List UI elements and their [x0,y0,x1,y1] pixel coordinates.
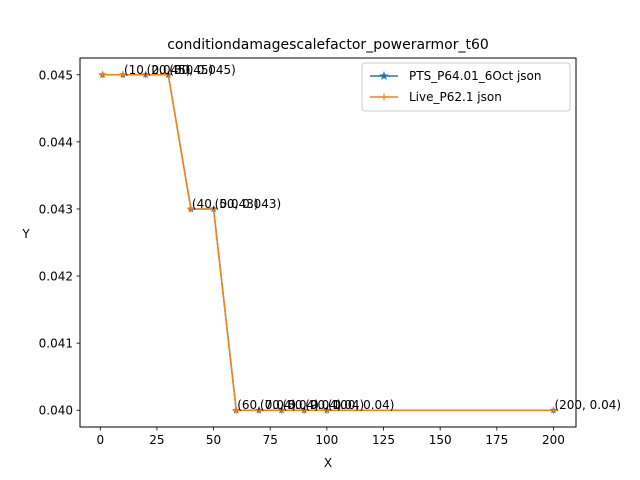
x-tick-label: 25 [149,433,164,447]
point-label: (20, 0.045) [147,63,214,77]
data-point [232,406,240,414]
point-label: (30, 0.045) [169,63,236,77]
axis-layer: 0 25 50 75 100 125 150 175 200 0.040 0.041 0.042 0.0… [39,68,565,447]
legend-marker-live [380,93,388,101]
plot-frame [79,57,577,428]
x-tick-label: 150 [429,433,452,447]
point-label: (80, 0.04) [283,398,342,412]
point-label-layer: (10, 0.045)(20, 0.045)(30, 0.045) (40, 0.… [124,63,621,412]
data-point [210,205,218,213]
data-point [142,71,150,79]
legend-label-pts: PTS_P64.01_6Oct json [409,69,542,83]
legend-marker-pts [379,70,389,81]
x-tick-label: 0 [96,433,104,447]
y-tick-label: 0.045 [39,68,73,82]
point-label: (70, 0.04) [260,398,319,412]
x-tick-label: 50 [206,433,221,447]
data-point [119,71,127,79]
x-tick-label: 75 [263,433,278,447]
plot-area [80,58,576,427]
x-tick-label: 125 [372,433,395,447]
y-tick-label: 0.041 [39,337,73,351]
data-point [278,406,286,414]
data-point [323,406,331,414]
legend: PTS_P64.01_6Oct json Live_P62.1 json [361,62,571,112]
y-tick-label: 0.042 [39,270,73,284]
legend-box [361,62,571,112]
series-line-live [102,74,554,411]
y-axis-title: Y [21,227,30,241]
legend-label-live: Live_P62.1 json [409,90,502,104]
point-label: (60, 0.04) [237,398,296,412]
y-tick-label: 0.040 [39,404,73,418]
data-point [255,406,263,414]
data-point [300,406,308,414]
y-tick-label: 0.043 [39,202,73,216]
point-label: (90, 0.04) [305,398,364,412]
series-layer [98,70,558,414]
y-tick-label: 0.044 [39,135,73,149]
point-label: (50, 0.043) [215,197,282,211]
data-point [99,71,107,79]
x-axis-title: X [324,456,332,470]
x-tick-label: 100 [315,433,338,447]
data-point [164,71,172,79]
point-label: (10, 0.045) [124,63,191,77]
data-point [549,406,557,414]
chart-title: conditiondamagescalefactor_powerarmor_t6… [167,37,489,53]
point-label: (200, 0.04) [554,398,621,412]
point-label: (40, 0.043) [192,197,259,211]
point-label: (100, 0.04) [328,398,395,412]
x-tick-label: 175 [485,433,508,447]
data-point [187,205,195,213]
x-tick-label: 200 [542,433,565,447]
